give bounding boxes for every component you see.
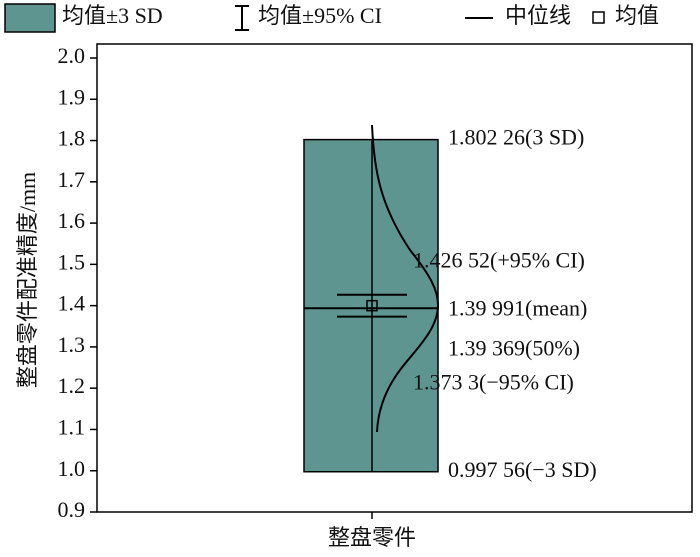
x-tick-label: 整盘零件 — [328, 525, 416, 550]
value-label: 1.802 26(3 SD) — [448, 125, 584, 150]
y-tick-label: 1.8 — [58, 126, 86, 151]
legend-label: 中位线 — [505, 3, 571, 28]
legend-mean-symbol — [592, 11, 605, 24]
value-label: 1.39 369(50%) — [448, 335, 580, 360]
value-label: 1.373 3(−95% CI) — [413, 370, 574, 395]
box — [303, 138, 439, 473]
y-tick-label: 1.3 — [58, 332, 86, 357]
y-tick-label: 1.2 — [58, 373, 86, 398]
y-tick-label: 1.9 — [58, 84, 86, 109]
y-tick-label: 2.0 — [58, 43, 86, 68]
legend-label: 均值±3 SD — [62, 3, 163, 28]
y-tick-label: 1.4 — [58, 291, 86, 316]
y-tick-label: 1.7 — [58, 167, 86, 192]
legend-swatch — [4, 3, 56, 33]
value-label: 0.997 56(−3 SD) — [448, 457, 597, 482]
y-tick-label: 1.6 — [58, 208, 86, 233]
mean-marker — [366, 299, 378, 312]
distribution-curve — [371, 124, 440, 433]
y-tick-label: 1.0 — [58, 456, 86, 481]
value-label: 1.426 52(+95% CI) — [413, 248, 585, 273]
plot-frame — [96, 43, 693, 513]
y-tick-label: 1.5 — [58, 249, 86, 274]
y-tick-label: 1.1 — [58, 415, 86, 440]
value-label: 1.39 991(mean) — [448, 296, 587, 321]
legend-label: 均值±95% CI — [258, 3, 382, 28]
legend-label: 均值 — [615, 3, 659, 28]
y-tick-label: 0.9 — [58, 497, 86, 522]
legend-ci-symbol — [235, 5, 249, 31]
y-axis-label: 整盘零件配准精度/mm — [15, 172, 40, 388]
